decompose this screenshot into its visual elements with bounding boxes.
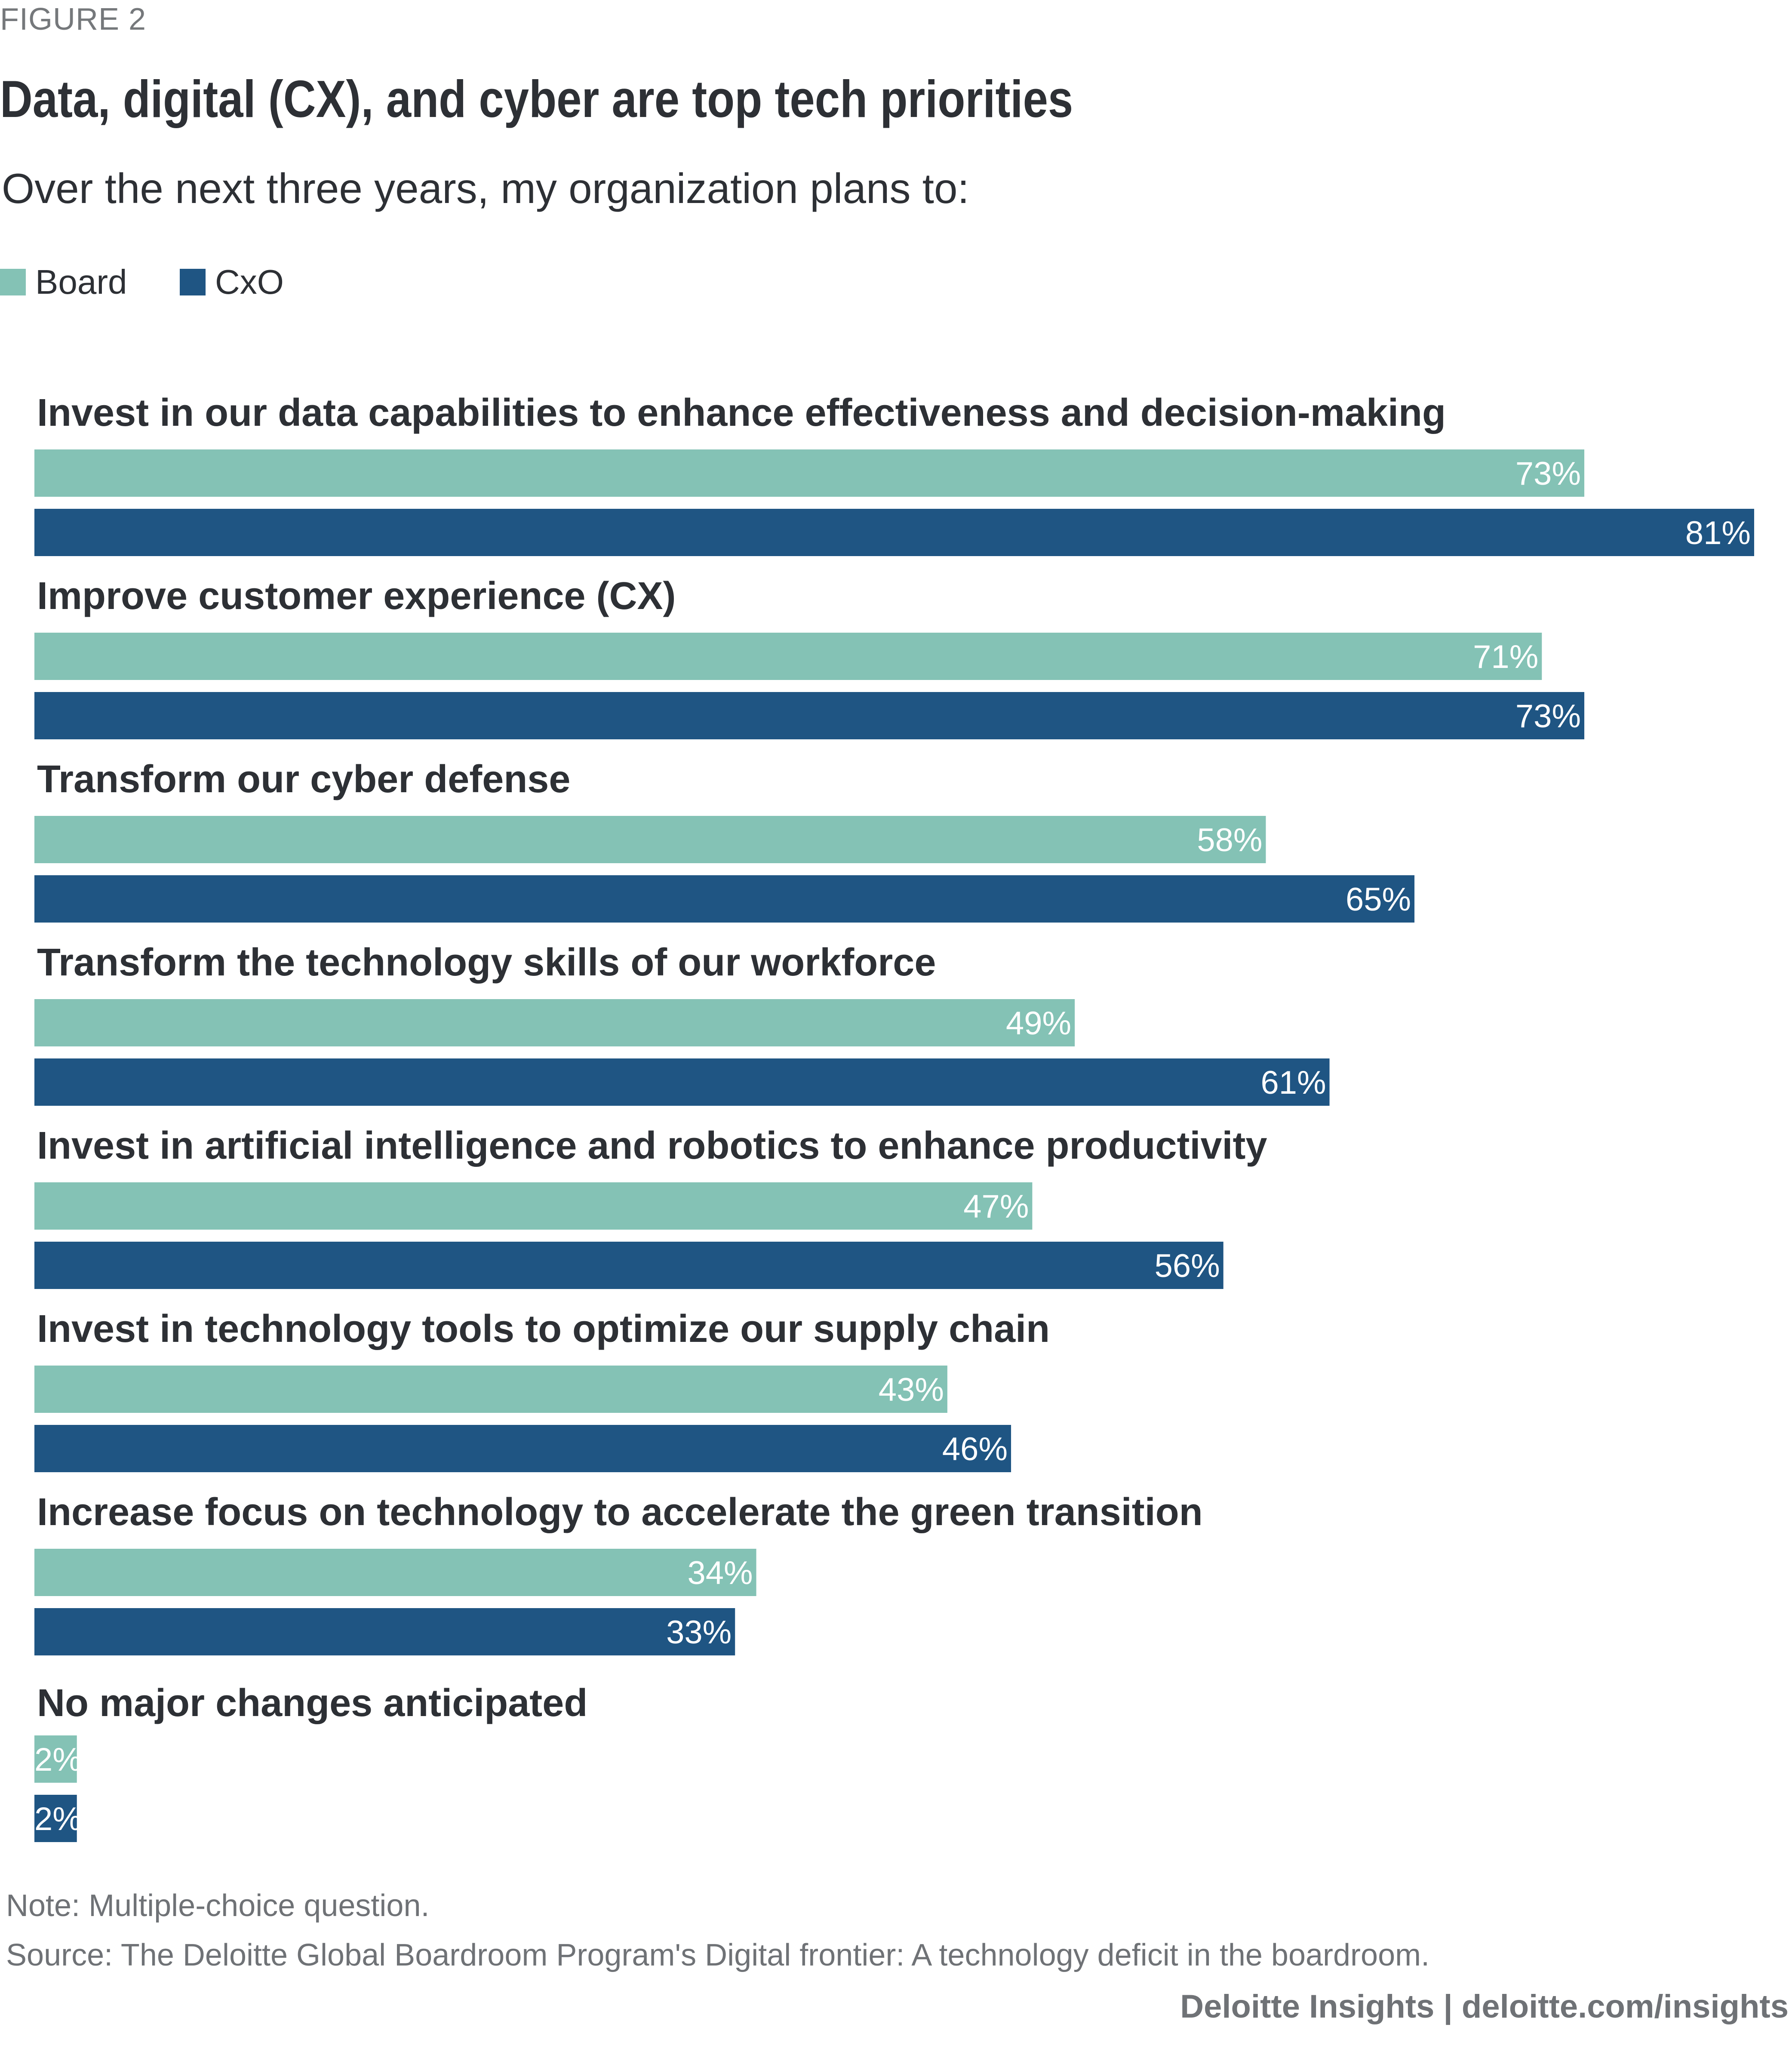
figure-label: FIGURE 2: [0, 2, 147, 37]
legend-item-board: Board: [0, 262, 127, 302]
bar-cxo: [34, 509, 1754, 556]
category-label: Increase focus on technology to accelera…: [37, 1491, 1203, 1534]
legend-swatch-cxo: [180, 269, 206, 295]
bar-board: [34, 1366, 947, 1413]
data-label-board: 47%: [963, 1188, 1029, 1225]
data-label-board: 43%: [879, 1372, 944, 1408]
bar-board: [34, 1735, 77, 1783]
footer-credit: Deloitte Insights | deloitte.com/insight…: [1180, 1988, 1789, 2025]
data-label-cxo: 81%: [1685, 515, 1751, 551]
data-label-board: 73%: [1515, 455, 1581, 492]
category-label: Transform our cyber defense: [37, 758, 570, 801]
category-label: Invest in artificial intelligence and ro…: [37, 1124, 1267, 1167]
data-label-board: 49%: [1006, 1005, 1071, 1042]
bar-chart: Invest in our data capabilities to enhan…: [34, 391, 1754, 1842]
bar-board: [34, 449, 1585, 497]
bar-cxo: [34, 1425, 1011, 1472]
data-label-cxo: 61%: [1260, 1064, 1326, 1101]
legend-swatch-board: [0, 269, 26, 295]
data-label-board: 58%: [1197, 822, 1262, 858]
category-label: Transform the technology skills of our w…: [37, 941, 936, 984]
bar-cxo: [34, 1608, 735, 1655]
chart-subtitle: Over the next three years, my organizati…: [2, 165, 969, 212]
data-label-cxo: 46%: [942, 1431, 1008, 1467]
bar-cxo: [34, 875, 1415, 923]
data-label-board: 71%: [1473, 639, 1538, 675]
legend-item-cxo: CxO: [180, 262, 284, 302]
data-label-cxo: 65%: [1346, 881, 1411, 918]
bar-board: [34, 999, 1075, 1046]
footer-source: Source: The Deloitte Global Boardroom Pr…: [6, 1938, 1430, 1972]
legend-label-cxo: CxO: [215, 263, 284, 301]
category-label: Invest in technology tools to optimize o…: [37, 1307, 1050, 1350]
data-label-cxo: 56%: [1155, 1248, 1220, 1284]
data-label-board: 34%: [687, 1555, 753, 1591]
chart-title: Data, digital (CX), and cyber are top te…: [0, 70, 1073, 128]
category-label: Invest in our data capabilities to enhan…: [37, 391, 1446, 434]
data-label-cxo: 73%: [1515, 698, 1581, 735]
bar-board: [34, 816, 1266, 863]
data-label-cxo: 2%: [34, 1801, 82, 1837]
category-label: Improve customer experience (CX): [37, 575, 676, 618]
bar-board: [34, 633, 1542, 680]
bar-cxo: [34, 1242, 1223, 1289]
data-label-cxo: 33%: [666, 1614, 732, 1651]
bar-board: [34, 1549, 756, 1596]
bar-cxo: [34, 1795, 77, 1842]
category-label: No major changes anticipated: [37, 1682, 587, 1725]
bar-cxo: [34, 692, 1585, 739]
legend-label-board: Board: [35, 263, 127, 301]
footer-note: Note: Multiple-choice question.: [6, 1889, 430, 1923]
bar-cxo: [34, 1058, 1330, 1106]
data-label-board: 2%: [34, 1741, 82, 1778]
bar-board: [34, 1182, 1033, 1230]
